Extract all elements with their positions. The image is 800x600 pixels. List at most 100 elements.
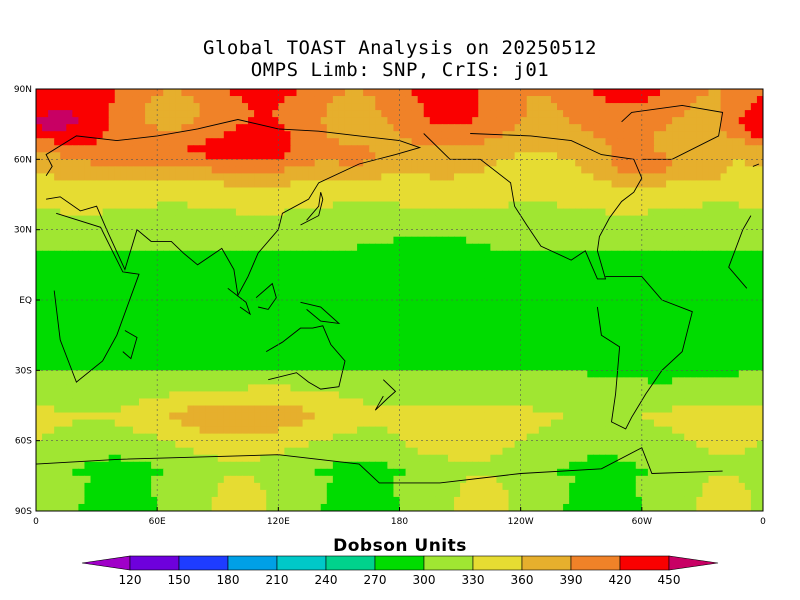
field-cell <box>726 194 734 203</box>
field-cell <box>381 300 388 308</box>
field-cell <box>138 110 146 118</box>
field-cell <box>223 96 231 104</box>
field-cell <box>393 180 401 189</box>
field-cell <box>387 257 395 266</box>
field-cell <box>684 201 691 210</box>
field-cell <box>102 278 110 287</box>
field-cell <box>387 173 395 182</box>
field-cell <box>163 292 170 301</box>
field-cell <box>423 187 431 196</box>
field-cell <box>193 278 201 287</box>
field-cell <box>581 278 588 287</box>
field-cell <box>229 208 237 217</box>
field-cell <box>738 370 746 378</box>
field-cell <box>84 96 92 104</box>
field-cell <box>399 335 407 343</box>
field-cell <box>338 152 346 160</box>
field-cell <box>387 215 395 224</box>
field-cell <box>520 89 528 97</box>
field-cell <box>102 124 110 132</box>
field-cell <box>647 166 655 174</box>
field-cell <box>454 152 461 160</box>
field-cell <box>260 166 267 174</box>
field-cell <box>538 187 546 196</box>
field-cell <box>429 180 437 189</box>
field-cell <box>290 271 298 280</box>
field-cell <box>441 180 449 189</box>
field-cell <box>357 307 364 315</box>
field-cell <box>526 187 534 196</box>
field-cell <box>520 278 528 287</box>
field-cell <box>357 370 364 378</box>
field-cell <box>351 257 358 266</box>
field-cell <box>393 250 401 259</box>
field-cell <box>599 166 607 174</box>
field-cell <box>496 194 504 203</box>
field-cell <box>502 145 510 153</box>
field-cell <box>326 166 334 174</box>
field-cell <box>569 292 576 301</box>
field-cell <box>629 201 637 210</box>
field-cell <box>569 208 576 217</box>
field-cell <box>290 173 298 182</box>
field-cell <box>36 166 43 174</box>
field-cell <box>411 194 419 203</box>
field-cell <box>223 335 231 343</box>
field-cell <box>375 243 382 252</box>
field-cell <box>381 208 388 217</box>
field-cell <box>145 145 152 153</box>
field-cell <box>302 166 310 174</box>
field-cell <box>605 342 613 350</box>
field-cell <box>36 349 43 357</box>
field-cell <box>447 349 455 357</box>
field-cell <box>417 363 425 371</box>
field-cell <box>460 222 467 231</box>
field-cell <box>484 335 491 343</box>
field-cell <box>357 208 364 217</box>
field-cell <box>187 194 195 203</box>
field-cell <box>375 236 382 245</box>
field-cell <box>750 250 758 259</box>
field-cell <box>690 180 697 189</box>
field-cell <box>169 278 176 287</box>
field-cell <box>460 243 467 252</box>
field-cell <box>393 117 401 125</box>
field-cell <box>672 103 679 111</box>
field-cell <box>278 257 285 266</box>
field-cell <box>163 349 170 357</box>
field-cell <box>36 208 43 217</box>
field-cell <box>72 328 80 336</box>
field-cell <box>229 222 237 231</box>
field-cell <box>569 264 576 273</box>
field-cell <box>217 250 225 259</box>
field-cell <box>278 117 285 125</box>
field-cell <box>254 166 261 174</box>
field-cell <box>629 131 637 139</box>
field-cell <box>514 236 522 245</box>
field-cell <box>205 264 213 273</box>
field-cell <box>175 300 182 308</box>
field-cell <box>478 292 485 301</box>
field-cell <box>375 377 382 385</box>
field-cell <box>66 208 73 217</box>
field-cell <box>96 370 104 378</box>
field-cell <box>429 370 437 378</box>
field-cell <box>429 335 437 343</box>
field-cell <box>587 131 594 139</box>
field-cell <box>690 300 697 308</box>
field-cell <box>284 250 292 259</box>
field-cell <box>454 363 461 371</box>
field-cell <box>647 159 655 167</box>
field-cell <box>145 370 152 378</box>
field-cell <box>205 145 213 153</box>
field-cell <box>605 124 613 132</box>
field-cell <box>623 257 631 266</box>
field-cell <box>720 292 728 301</box>
field-cell <box>454 285 461 294</box>
field-cell <box>538 243 546 252</box>
field-cell <box>211 250 219 259</box>
field-cell <box>526 208 534 217</box>
field-cell <box>514 349 522 357</box>
field-cell <box>508 103 516 111</box>
field-cell <box>538 89 546 97</box>
